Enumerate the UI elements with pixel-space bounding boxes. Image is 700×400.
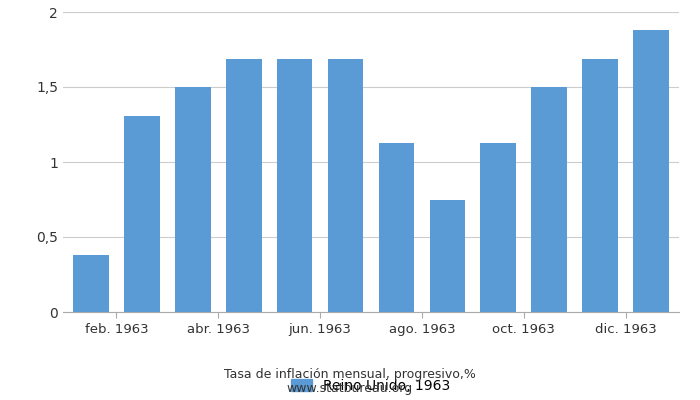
Bar (74, 255, 108, 312)
Bar (480, 142, 516, 312)
Bar (226, 58, 262, 312)
Bar (582, 58, 618, 312)
Bar (328, 58, 363, 312)
Text: Tasa de inflación mensual, progresivo,%: Tasa de inflación mensual, progresivo,% (224, 368, 476, 381)
Bar (531, 87, 567, 312)
Bar (276, 58, 312, 312)
Bar (124, 116, 160, 312)
Bar (379, 142, 414, 312)
Legend: Reino Unido, 1963: Reino Unido, 1963 (286, 373, 456, 398)
Bar (634, 30, 668, 312)
Bar (430, 200, 466, 312)
Bar (175, 87, 211, 312)
Text: www.statbureau.org: www.statbureau.org (287, 382, 413, 395)
